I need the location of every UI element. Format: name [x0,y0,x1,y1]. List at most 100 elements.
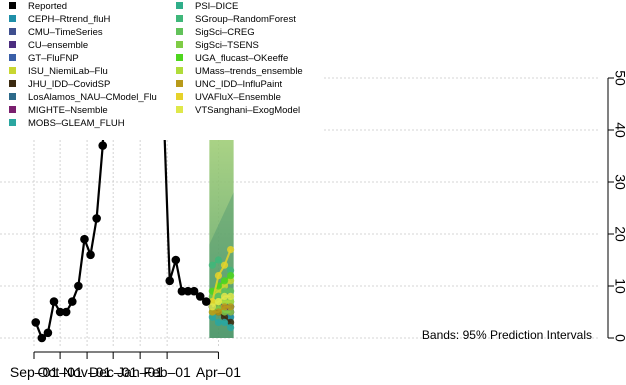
legend-label: CU–ensemble [28,40,88,51]
legend-swatch [9,80,16,87]
forecast-point [214,256,223,264]
forecast-point [208,303,216,311]
legend-label: SigSci–CREG [195,27,255,38]
legend-swatch [9,54,16,61]
legend-swatch [176,28,183,35]
forecast-point [220,318,229,326]
reported-point [55,307,65,317]
forecast-point [214,308,223,316]
legend-label: CMU–TimeSeries [28,27,103,38]
forecast-point [227,277,235,285]
x-tick-label: Feb–01 [143,364,191,380]
legend-swatch [176,93,183,100]
reported-point [49,297,59,306]
y-tick-label: 20 [612,226,626,242]
legend-swatch [176,67,183,74]
legend-label: ISU_NiemiLab–Flu [28,66,108,77]
forecast-point [227,272,235,280]
reported-point [98,141,108,150]
legend-swatch [9,67,16,74]
reported-point [92,214,101,223]
legend-swatch [176,80,183,87]
forecast-point [227,292,235,300]
legend-swatch [9,15,16,22]
x-tick-label: Oct–01 [38,364,83,380]
legend-label: PSI–DICE [195,1,238,12]
band-note: Bands: 95% Prediction Intervals [422,328,592,342]
x-tick-label: Nov–01 [63,364,111,380]
legend-label: VTSanghani–ExogModel [195,105,300,116]
forecast-point [227,266,235,274]
forecast-point [220,292,229,300]
forecast-point [208,313,216,321]
forecast-line [211,249,232,302]
forecast-line [211,258,232,272]
legend-label: MOBS–GLEAM_FLUH [28,118,125,129]
forecast-line [211,280,232,298]
reported-point [86,250,95,260]
legend-swatch [9,119,16,126]
legend-swatch [176,41,183,48]
legend-label: UNC_IDD–InfluPaint [195,79,282,90]
legend-swatch [176,15,183,22]
forecast-point [214,292,223,300]
legend-swatch [176,106,183,113]
forecast-point [227,318,235,326]
reported-point [43,328,53,338]
forecast-point [227,287,235,295]
legend-label: SigSci–TSENS [195,40,259,51]
reported-point [177,286,187,296]
legend-label: UMass–trends_ensemble [195,66,303,77]
legend-label: JHU_IDD–CovidSP [28,79,110,90]
reported-point [201,297,211,306]
reported-point [61,307,71,317]
x-tick-label: Jan–01 [117,364,163,380]
forecast-point [208,261,216,269]
forecast-point [220,287,229,295]
legend-swatch [9,106,16,113]
legend-box [0,0,322,140]
forecast-series [208,246,235,332]
forecast-point [214,272,223,280]
reported-point [195,292,205,301]
forecast-point [214,298,223,306]
legend-label: Reported [28,1,67,12]
legend-label: UVAFluX–Ensemble [195,92,281,103]
reported-point [189,286,199,296]
forecast-point [208,298,216,306]
forecast-point [220,298,229,306]
reported-point [80,234,89,244]
x-tick-label: Sep–01 [10,364,58,380]
legend-label: MIGHTE–Nsemble [28,105,108,116]
forecast-point [214,318,223,326]
reported-point [183,286,193,296]
y-tick-label: 40 [612,122,626,138]
legend-label: SGroup–RandomForest [195,14,296,25]
legend-swatch [9,28,16,35]
forecast-point [220,261,229,269]
reported-point [37,333,47,343]
forecast-point [227,303,235,311]
reported-point [74,281,83,291]
reported-point [171,255,181,265]
reported-point [67,297,77,306]
reported-point [31,318,41,327]
reported-point [165,276,175,286]
legend-label: GT–FluFNP [28,53,79,64]
legend-swatch [9,2,16,9]
forecast-point [227,313,235,321]
forecast-point [214,287,223,295]
y-tick-label: 10 [612,278,626,294]
forecast-point [227,324,235,332]
legend-swatch [9,93,16,100]
legend-swatch [176,2,183,9]
forecast-point [220,303,229,311]
y-tick-label: 30 [612,174,626,190]
legend-label: LosAlamos_NAU–CModel_Flu [28,92,157,103]
x-tick-label: Dec–01 [89,364,137,380]
forecast-point [214,303,223,311]
forecast-point [227,308,235,316]
x-tick-label: Apr–01 [196,364,241,380]
